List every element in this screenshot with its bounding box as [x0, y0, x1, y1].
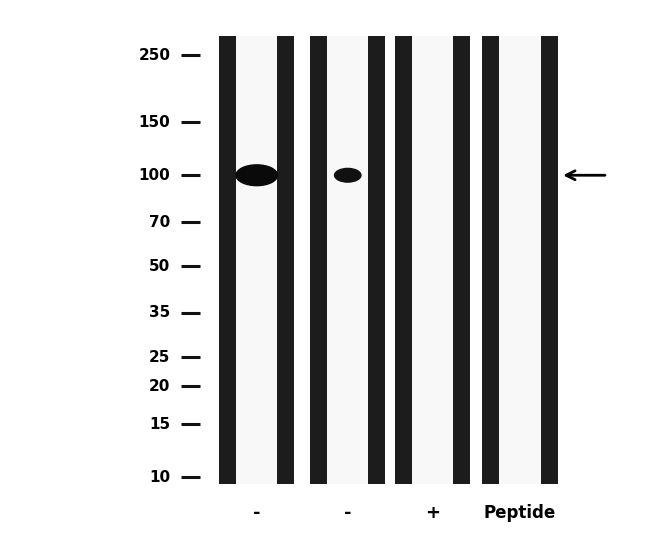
Text: -: - [253, 504, 261, 521]
Bar [310, 36, 385, 484]
Bar [395, 36, 470, 484]
Text: Peptide: Peptide [484, 504, 556, 521]
Text: 70: 70 [149, 214, 170, 230]
Text: 10: 10 [150, 470, 170, 485]
Text: 100: 100 [138, 168, 170, 183]
Bar [411, 36, 453, 484]
Text: 150: 150 [138, 114, 170, 130]
Text: -: - [344, 504, 352, 521]
Bar [327, 36, 369, 484]
Text: 20: 20 [149, 379, 170, 394]
Text: 25: 25 [149, 350, 170, 365]
Ellipse shape [236, 165, 278, 185]
Text: 15: 15 [150, 417, 170, 432]
Ellipse shape [335, 168, 361, 182]
Bar [482, 36, 558, 484]
Bar [499, 36, 541, 484]
Bar [219, 36, 294, 484]
Text: 50: 50 [149, 259, 170, 274]
Text: 35: 35 [149, 305, 170, 321]
Text: +: + [424, 504, 440, 521]
Bar [236, 36, 278, 484]
Text: 250: 250 [138, 48, 170, 62]
